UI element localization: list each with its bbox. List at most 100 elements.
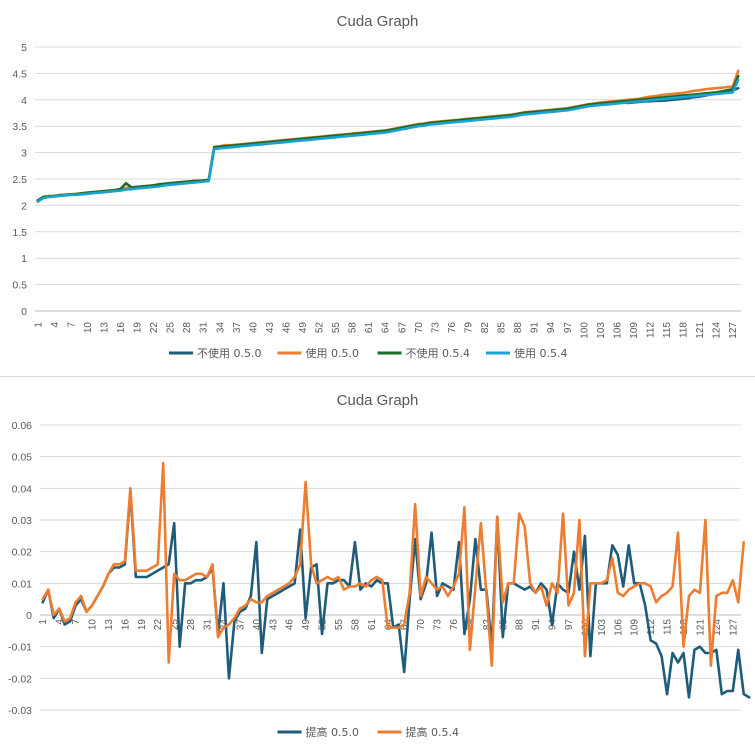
x-tick-label: 118 [679,322,690,338]
x-tick-label: 46 [285,619,296,631]
x-tick-label: 22 [149,322,160,334]
x-tick-label: 58 [350,619,361,631]
x-tick-label: 124 [712,322,723,339]
x-tick-label: 19 [133,322,144,334]
chart-panel-top: Cuda Graph 0 0.5 1 1.5 2 2.5 3 3.5 4 4.5 5 1 4 7 10 13 16… [0,0,755,376]
x-tick-label: 43 [265,322,276,334]
y-tick-label: 2.5 [12,174,27,186]
x-tick-label: 121 [695,322,706,339]
x-tick-label: 97 [564,619,575,631]
x-tick-label: 40 [248,322,259,334]
y-tick-label: 0.02 [12,547,33,559]
x-tick-label: 61 [367,619,378,631]
chart-title: Cuda Graph [337,13,419,30]
x-tick-label: 127 [728,322,739,339]
x-tick-label: 10 [83,322,94,334]
x-tick-label: 13 [99,322,110,334]
y-tick-label: 3 [21,148,27,160]
x-tick-label: 52 [315,322,326,334]
x-tick-label: 94 [546,322,557,334]
x-tick-label: 112 [646,619,657,635]
y-tick-label: 0.06 [12,420,33,432]
x-tick-label: 82 [480,322,491,334]
y-tick-label: -0.02 [8,673,32,685]
y-tick-label: -0.03 [8,705,32,717]
x-tick-label: 37 [232,322,243,334]
x-tick-label: 46 [281,322,292,334]
y-tick-label: 0.03 [12,515,33,527]
y-tick-label: 4 [21,95,27,107]
x-tick-label: 88 [515,619,526,631]
x-tick-label: 49 [298,322,309,334]
y-tick-label: 0.05 [12,452,33,464]
y-tick-label: 3.5 [12,121,27,133]
x-tick-label: 55 [331,322,342,334]
x-tick-label: 97 [563,322,574,334]
x-tick-label: 115 [663,619,674,635]
x-tick-label: 13 [104,619,115,631]
y-tick-label: 1.5 [12,227,27,239]
line-chart-bottom: Cuda Graph -0.03 -0.02 -0.01 0 0.01 0.02 0.03 0.… [8,392,751,739]
series-line-2 [41,461,746,667]
x-tick-label: 34 [215,322,226,334]
x-tick-label: 64 [383,619,394,631]
x-tick-label: 82 [482,619,493,631]
x-tick-label: 40 [252,619,263,631]
x-tick-label: 115 [662,322,673,338]
x-tick-label: 28 [182,322,193,334]
y-tick-label: 4.5 [12,68,27,80]
x-tick-label: 37 [235,619,246,631]
x-tick-label: 109 [630,619,641,636]
y-tick-label: 0.04 [12,483,33,495]
x-tick-label: 85 [497,322,508,334]
x-tick-label: 103 [597,619,608,636]
x-tick-label: 10 [88,619,99,631]
x-tick-label: 28 [186,619,197,631]
x-tick-label: 7 [71,619,82,625]
x-tick-label: 58 [348,322,359,334]
x-tick-label: 64 [381,322,392,334]
legend-label-1: 提高 0.5.0 [306,725,360,739]
x-tick-label: 79 [463,322,474,334]
x-tick-label: 106 [613,619,624,636]
legend-label-1: 不使用 0.5.0 [197,347,262,360]
x-tick-label: 43 [268,619,279,631]
legend-label-2: 提高 0.5.4 [406,725,460,739]
x-tick-label: 31 [203,619,214,631]
legend-label-2: 使用 0.5.0 [306,347,360,360]
x-tick-label: 121 [695,619,706,636]
x-tick-label: 25 [170,619,181,631]
series-line-3 [36,74,740,202]
x-tick-label: 88 [513,322,524,334]
x-tick-label: 70 [416,619,427,631]
x-tick-label: 1 [38,619,49,625]
x-tick-label: 25 [166,322,177,334]
x-tick-label: 55 [334,619,345,631]
legend-label-3: 不使用 0.5.4 [406,347,471,360]
x-tick-label: 109 [629,322,640,339]
x-tick-label: 127 [728,619,739,636]
y-tick-label: 1 [21,253,27,265]
y-tick-label: 5 [21,42,27,54]
x-tick-label: 76 [449,619,460,631]
x-tick-label: 91 [530,322,541,334]
chart-panel-bottom: Cuda Graph -0.03 -0.02 -0.01 0 0.01 0.02 0.03 0.… [0,377,755,755]
y-tick-label: 0 [21,306,27,318]
chart-title: Cuda Graph [337,392,419,409]
x-tick-label: 73 [433,619,444,631]
x-tick-label: 103 [596,322,607,339]
x-tick-label: 73 [430,322,441,334]
x-tick-label: 4 [55,619,66,625]
x-tick-label: 76 [447,322,458,334]
x-tick-label: 1 [33,322,44,328]
x-tick-label: 106 [612,322,623,339]
y-tick-label: 0.5 [12,280,27,292]
x-tick-label: 112 [645,322,656,338]
y-tick-label: 0 [26,610,32,622]
y-tick-label: -0.01 [8,642,32,654]
y-tick-label: 0.01 [12,578,33,590]
x-tick-label: 34 [219,619,230,631]
x-tick-label: 16 [120,619,131,631]
series-line-1 [36,86,740,203]
x-tick-label: 49 [301,619,312,631]
